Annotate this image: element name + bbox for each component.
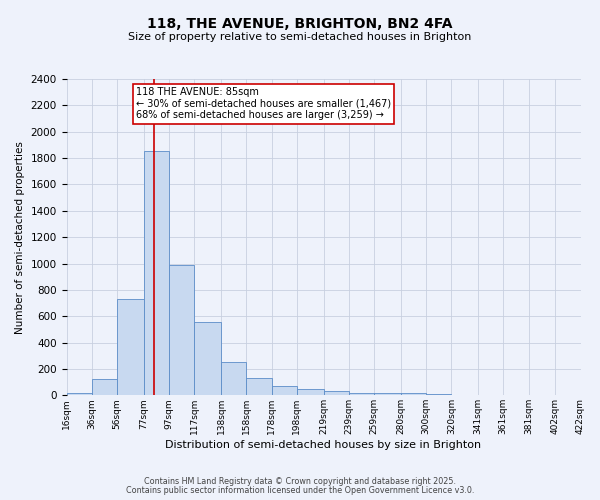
Text: Size of property relative to semi-detached houses in Brighton: Size of property relative to semi-detach… — [128, 32, 472, 42]
Bar — [92, 379, 117, 396]
Bar — [272, 386, 297, 396]
Bar — [323, 392, 349, 396]
Bar — [67, 392, 92, 396]
X-axis label: Distribution of semi-detached houses by size in Brighton: Distribution of semi-detached houses by … — [166, 440, 482, 450]
Bar — [349, 392, 374, 396]
Bar — [144, 152, 169, 396]
Text: Contains public sector information licensed under the Open Government Licence v3: Contains public sector information licen… — [126, 486, 474, 495]
Text: 118 THE AVENUE: 85sqm
← 30% of semi-detached houses are smaller (1,467)
68% of s: 118 THE AVENUE: 85sqm ← 30% of semi-deta… — [136, 87, 391, 120]
Y-axis label: Number of semi-detached properties: Number of semi-detached properties — [15, 140, 25, 334]
Bar — [297, 388, 323, 396]
Bar — [221, 362, 246, 396]
Text: 118, THE AVENUE, BRIGHTON, BN2 4FA: 118, THE AVENUE, BRIGHTON, BN2 4FA — [147, 18, 453, 32]
Bar — [374, 392, 401, 396]
Bar — [426, 394, 451, 396]
Bar — [401, 394, 426, 396]
Bar — [246, 378, 272, 396]
Bar — [117, 299, 144, 396]
Bar — [194, 322, 221, 396]
Text: Contains HM Land Registry data © Crown copyright and database right 2025.: Contains HM Land Registry data © Crown c… — [144, 477, 456, 486]
Bar — [169, 265, 194, 396]
